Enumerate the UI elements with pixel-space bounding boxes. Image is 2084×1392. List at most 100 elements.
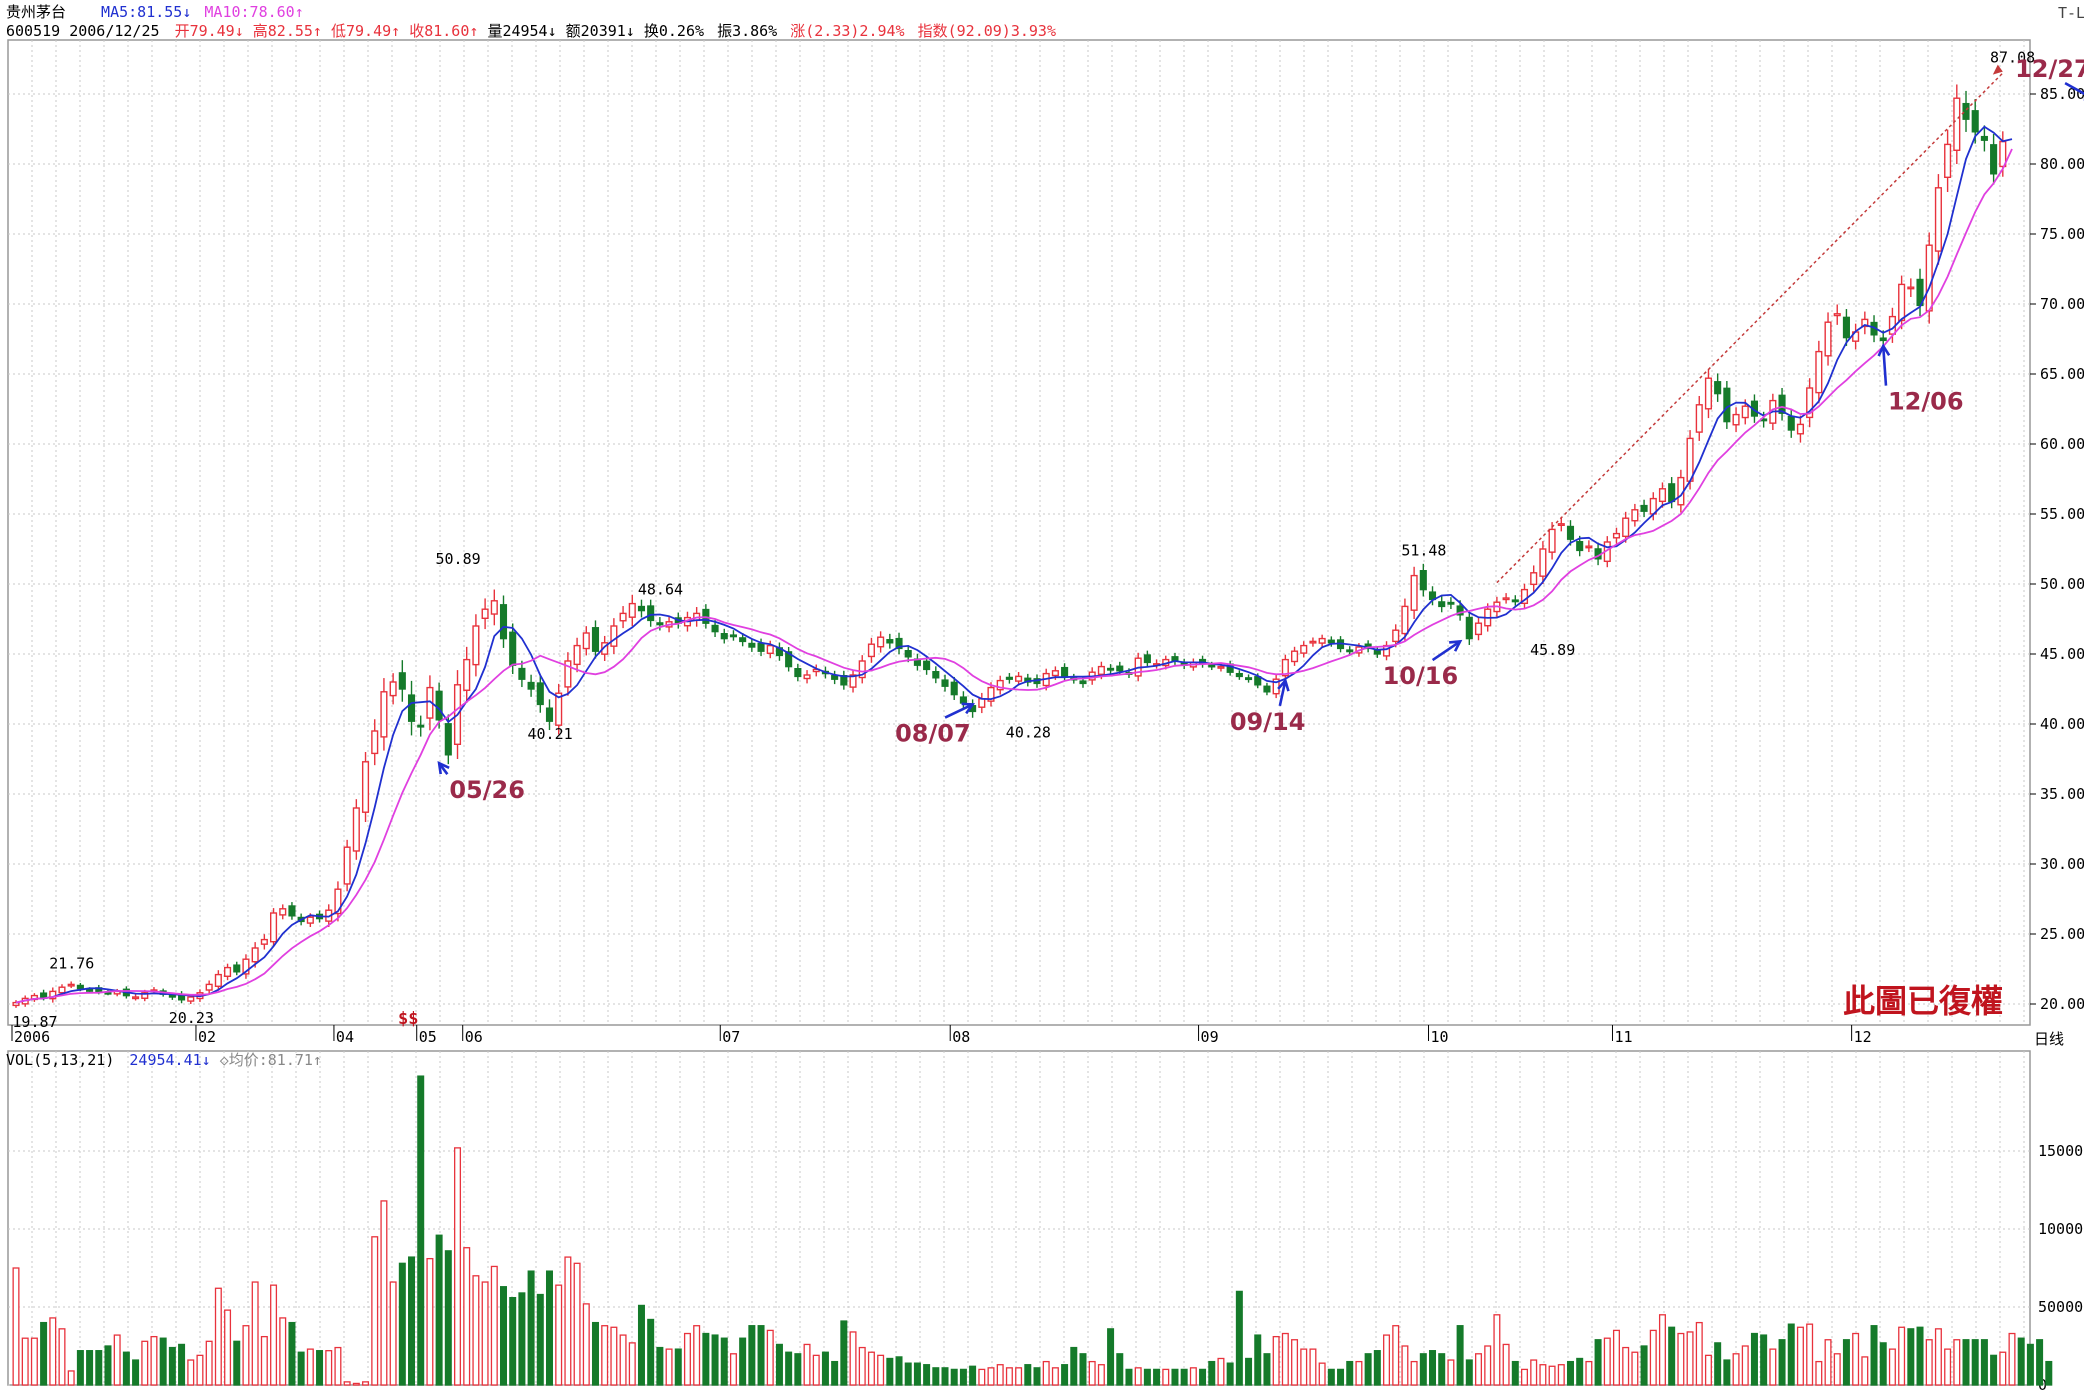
volume-bar (113, 1334, 121, 1386)
candle-body (1511, 599, 1519, 603)
volume-bar (352, 1382, 360, 1386)
candle-body (1015, 675, 1023, 682)
volume-bar (720, 1337, 728, 1386)
volume-bar (426, 1257, 434, 1386)
candle-body (1143, 654, 1151, 664)
volume-bar (260, 1335, 268, 1386)
volume-bar (1419, 1353, 1427, 1386)
candle-body (1833, 313, 1841, 317)
volume-bar (1410, 1360, 1418, 1386)
volume-bar (831, 1360, 839, 1386)
period-label[interactable]: 日线 (2034, 1030, 2064, 1048)
quote-line: 600519 2006/12/25 开79.49↓ 高82.55↑ 低79.49… (6, 22, 1056, 40)
candle-body (1925, 244, 1933, 312)
volume-bar (1061, 1364, 1069, 1386)
volume-bar (1383, 1334, 1391, 1386)
candle-body (288, 905, 296, 917)
volume-bar (1980, 1339, 1988, 1386)
high-value: 高82.55↑ (253, 22, 322, 40)
volume-bar (2017, 1337, 2025, 1386)
candle-body (601, 642, 609, 655)
volume-bar (1971, 1339, 1979, 1386)
volume-bar (711, 1334, 719, 1386)
volume-bar (316, 1350, 324, 1386)
price-axis: 20.00 25.00 30.00 35.00 40.00 45.00 50.00 55.00… (8, 85, 2084, 1013)
candle-body (233, 964, 241, 973)
candle-body (923, 660, 931, 671)
volume-bar (757, 1325, 765, 1386)
candle-body (1502, 597, 1510, 601)
volume-bar (665, 1348, 673, 1386)
vol-avg: ◇均价:81.71↑ (220, 1051, 322, 1069)
time-tick-label: 10 (1431, 1028, 1449, 1046)
annotation-date: 12/27 (2015, 55, 2084, 83)
volume-bar (205, 1340, 213, 1386)
volume-bar (821, 1351, 829, 1386)
low-value: 低79.49↑ (331, 22, 400, 40)
time-axis: 2006 02 04 05 06 07 08 09 10 11 12 (11, 1025, 1872, 1046)
candle-body (591, 627, 600, 652)
candle-body (279, 908, 287, 916)
time-tick-label: 04 (336, 1028, 354, 1046)
candle-body (1465, 616, 1473, 640)
volume-bar (214, 1287, 222, 1386)
candle-body (729, 634, 738, 638)
vol-label: VOL(5,13,21) (6, 1051, 114, 1069)
volume-bar (619, 1334, 627, 1386)
candle-body (40, 992, 48, 998)
ma5-legend: MA5:81.55↓ (101, 3, 191, 21)
candle-body (831, 675, 839, 680)
candle-body (398, 672, 406, 690)
volume-bar (1787, 1323, 1795, 1386)
candle-body (1907, 286, 1915, 290)
volume-bar (1475, 1353, 1483, 1386)
volume-bar (104, 1345, 112, 1386)
volume-bar (306, 1348, 314, 1386)
volume-bar (1686, 1331, 1694, 1386)
volume-bar (1668, 1326, 1676, 1386)
candle-body (757, 642, 765, 652)
candle-body (1741, 405, 1749, 419)
candle-body (582, 632, 590, 650)
volume-bar (1925, 1339, 1933, 1386)
candle-body (987, 686, 995, 702)
candle-body (132, 996, 140, 1000)
volume-bar (1612, 1329, 1620, 1386)
time-tick-label: 12 (1854, 1028, 1872, 1046)
volume-bar (1263, 1353, 1271, 1386)
candle-body (1787, 415, 1795, 431)
volume-bar (58, 1328, 66, 1386)
volume-bar (637, 1304, 645, 1386)
candle-body (555, 692, 563, 726)
candle-body (564, 660, 572, 688)
corner-icon[interactable]: T-LI (2058, 4, 2084, 22)
volume-bar (610, 1326, 618, 1386)
candle-body (785, 651, 793, 668)
annotation-arrow (2064, 81, 2084, 96)
price-tick-label: 40.00 (2040, 715, 2084, 733)
volume-bar (481, 1281, 489, 1386)
candle-body (1281, 658, 1289, 677)
candle-body (1732, 413, 1740, 426)
volume-bar (1879, 1342, 1887, 1386)
price-label: 20.23 (169, 1009, 214, 1027)
volume-bar (536, 1293, 544, 1386)
volume-bar (1934, 1328, 1942, 1386)
volume-bar (1750, 1332, 1758, 1386)
volume-bar (573, 1262, 581, 1386)
candle-body (1723, 387, 1731, 423)
volume-bar (417, 1075, 425, 1386)
volume-bar (895, 1356, 903, 1386)
volume-bar (1226, 1362, 1234, 1386)
candle-body (1392, 629, 1400, 643)
candle-body (1631, 509, 1639, 522)
volume-bar (1852, 1332, 1860, 1386)
amount-value: 额20391↓ (566, 22, 635, 40)
volume-bar (1714, 1342, 1722, 1386)
candle-body (361, 761, 370, 813)
amplitude-value: 振3.86% (717, 22, 777, 40)
annotation-date: 08/07 (895, 720, 971, 748)
volume-bar (1484, 1345, 1492, 1386)
candle-body (1557, 523, 1565, 526)
candle-body (978, 698, 986, 708)
